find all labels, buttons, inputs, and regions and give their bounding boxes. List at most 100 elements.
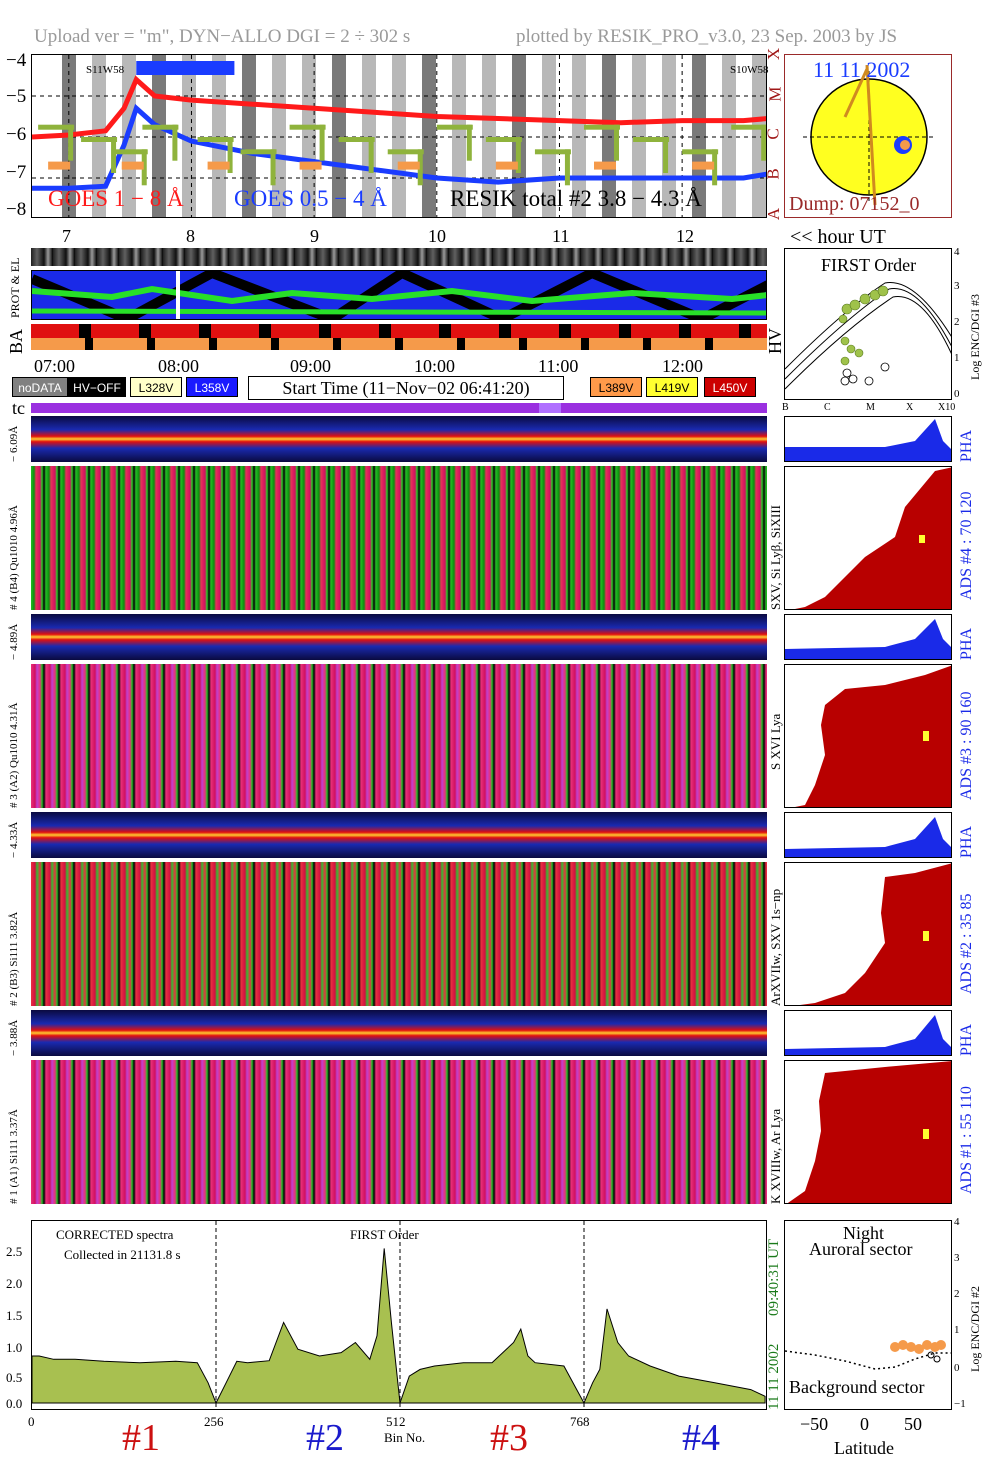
resik-orange-segment xyxy=(48,161,71,170)
resik-segment xyxy=(319,124,325,161)
channel-1-pha-tag: PHA xyxy=(958,1023,975,1056)
resik-segment xyxy=(270,149,276,186)
resik-orange-segment xyxy=(207,161,230,170)
sp-ytick-20: 2.0 xyxy=(6,1276,23,1291)
lat-ytick-4: 4 xyxy=(954,1216,960,1228)
class-a: A xyxy=(764,207,784,221)
lat-ytick-m1: −1 xyxy=(954,1398,966,1410)
legend-l450v: L450V xyxy=(704,377,756,397)
ads-hist-1 xyxy=(784,1060,952,1204)
channel-3-ads: ADS #3 : 90 160 xyxy=(958,691,975,800)
spectrum-area xyxy=(32,1248,766,1405)
ba-strip-bottom xyxy=(31,338,767,350)
occultation-band xyxy=(362,55,376,217)
prot-strip xyxy=(31,270,767,320)
sp-xtick-256: 256 xyxy=(204,1414,224,1429)
goes-short-label: GOES 0.5 − 4 Å xyxy=(234,186,387,211)
occultation-band xyxy=(92,55,106,217)
resik-segment xyxy=(466,124,472,161)
start-marker: S11W58 xyxy=(86,64,125,76)
lc-ytick-2: −6 xyxy=(6,124,27,145)
legend-l419v: L419V xyxy=(646,377,698,397)
channel-3-lines: S XVI Lya xyxy=(768,713,783,770)
channel-2-pha-label: − 4.33Å xyxy=(8,821,20,858)
start-time-box: Start Time (11−Nov−02 06:41:20) xyxy=(248,376,564,400)
light-curve-chart xyxy=(32,55,766,217)
hv-label: HV xyxy=(765,328,785,354)
class-x: X xyxy=(764,47,784,61)
resik-segment xyxy=(564,149,570,186)
resik-segment xyxy=(227,137,233,173)
spectrum-note-1: CORRECTED spectra xyxy=(56,1227,174,1242)
channel-1-lines: K XVIIIw, Ar Lya xyxy=(768,1108,783,1204)
channel-4-ads: ADS #4 : 70 120 xyxy=(958,491,975,600)
resik-orange-segment xyxy=(495,161,518,170)
sun-panel: 11 11 2002 Dump: 07152_0 xyxy=(784,54,952,218)
goes-long-label: GOES 1 − 8 Å xyxy=(48,186,184,211)
lat-bottom: Background sector xyxy=(789,1377,925,1397)
fo-ytick-2: 2 xyxy=(954,316,960,328)
hour-axis-label: << hour UT xyxy=(790,226,886,248)
hour-tick-9: 9 xyxy=(310,226,319,246)
occultation-band xyxy=(212,55,226,217)
resik-segment xyxy=(485,137,522,142)
spectrogram-3 xyxy=(31,664,767,808)
legend-l358v: L358V xyxy=(186,377,238,397)
resik-segment xyxy=(368,137,374,173)
sp-ytick-10: 1.0 xyxy=(6,1340,23,1355)
sun-date: 11 11 2002 xyxy=(813,57,911,82)
ba-label: BA xyxy=(6,328,26,354)
first-order-title: FIRST Order xyxy=(821,255,917,275)
spectrum-time: 09:40:31 UT xyxy=(766,1238,782,1316)
flare-class-axis: X M C B A xyxy=(764,44,785,224)
spectrogram-4 xyxy=(31,466,767,610)
header-right: plotted by RESIK_PRO_v3.0, 23 Sep. 2003 … xyxy=(516,26,898,47)
resik-segment xyxy=(633,137,670,142)
sun-disc-icon xyxy=(803,64,935,206)
sp-xtick-512: 512 xyxy=(386,1414,406,1429)
prot-el-label: PROT & EL xyxy=(8,257,22,318)
light-curve-panel xyxy=(31,54,767,218)
prot-strip-drawing xyxy=(32,271,766,319)
resik-orange-segment xyxy=(594,161,616,170)
fo-xtick-b: B xyxy=(782,402,789,413)
resik-segment xyxy=(240,149,277,155)
pha-strip-3 xyxy=(31,614,767,660)
resik-segment xyxy=(682,149,719,155)
ads-hist-4 xyxy=(784,466,952,610)
channel-mark-4: #4 xyxy=(682,1417,720,1459)
channel-1-ads: ADS #1 : 55 110 xyxy=(958,1086,975,1194)
fo-xtick-m: M xyxy=(866,402,875,413)
first-order-panel: FIRST Order xyxy=(784,248,952,400)
lat-xtick-0: 0 xyxy=(860,1414,869,1434)
sp-ytick-25: 2.5 xyxy=(6,1244,23,1259)
sun-dump: Dump: 07152_0 xyxy=(789,193,920,215)
time-tick-1200: 12:00 xyxy=(662,356,704,376)
resik-segment xyxy=(38,124,75,130)
lat-ytick-2: 2 xyxy=(954,1288,960,1300)
resik-segment xyxy=(663,137,669,173)
resik-segment xyxy=(534,149,571,155)
class-c: C xyxy=(763,128,783,140)
resik-segment xyxy=(141,149,147,186)
fo-xtick-c: C xyxy=(824,402,831,413)
spectrum-panel: CORRECTED spectra Collected in 21131.8 s… xyxy=(31,1220,767,1410)
lc-ytick-3: −7 xyxy=(6,162,27,183)
fo-xtick-x10: X10 xyxy=(938,402,956,413)
pha-hist-3 xyxy=(784,614,952,660)
resik-segment xyxy=(142,124,179,130)
fo-ytick-1: 1 xyxy=(954,352,960,364)
channel-3-pha-tag: PHA xyxy=(958,627,975,660)
hour-tick-10: 10 xyxy=(428,226,446,246)
channel-mark-1: #1 xyxy=(122,1417,160,1459)
ads-hist-2 xyxy=(784,862,952,1006)
latitude-panel: Night Auroral sector Background sector xyxy=(784,1220,952,1410)
channel-4-lines: SXV, Si Lyβ, SiXIII xyxy=(768,505,783,610)
resik-segment xyxy=(761,124,766,161)
legend-nodata: noDATA xyxy=(12,377,68,397)
resik-segment xyxy=(712,149,718,186)
resik-segment xyxy=(111,137,117,173)
occultation-band xyxy=(332,55,346,217)
time-tick-0700: 07:00 xyxy=(34,356,76,376)
resik-segment xyxy=(81,137,118,142)
